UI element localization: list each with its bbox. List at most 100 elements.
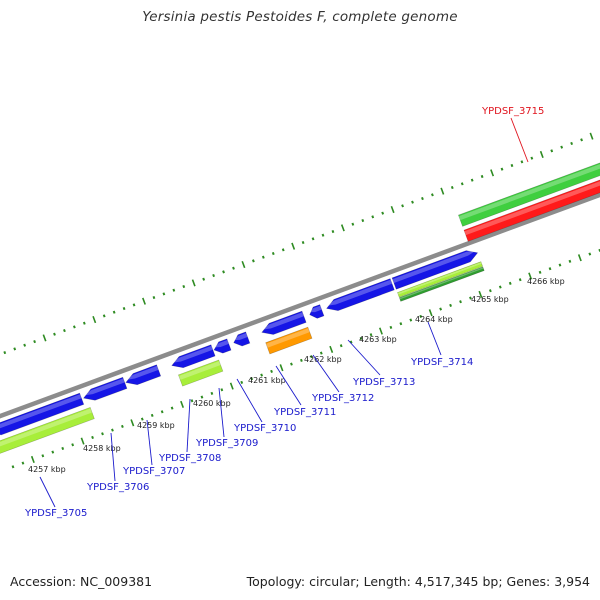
cds-arrow-3708[interactable] <box>171 344 216 369</box>
tick-mark <box>240 380 244 384</box>
feature-orange-3711[interactable] <box>265 326 313 355</box>
tick-mark <box>449 303 452 307</box>
tick-mark <box>202 277 206 281</box>
tick-mark <box>21 461 25 465</box>
cds-arrow-3707[interactable] <box>125 364 162 386</box>
cds-arrow-3707-highlight <box>124 365 159 381</box>
tick-mark <box>121 424 124 429</box>
cds-arrow-3712[interactable] <box>309 304 325 319</box>
cds-arrow-3708-highlight <box>170 345 213 364</box>
tick-mark <box>577 254 582 262</box>
tick-mark <box>190 399 194 403</box>
tick-mark <box>180 400 185 408</box>
cds-arrow-3706[interactable] <box>83 376 128 401</box>
tick-mark <box>550 149 554 153</box>
tick-mark <box>530 156 534 160</box>
tick-mark <box>71 443 75 447</box>
scale-label-4262: 4262 kbp <box>304 355 342 364</box>
tick-mark <box>30 455 35 464</box>
tick-marks-upper <box>3 132 594 355</box>
leader-line-3712 <box>312 354 340 393</box>
gene-label-3714[interactable]: YPDSF_3714 <box>410 357 473 368</box>
tick-mark <box>182 284 186 289</box>
tick-mark <box>440 187 445 195</box>
tick-marks-lower <box>11 248 600 469</box>
rna-track-3714a-highlight <box>397 262 482 295</box>
tick-mark <box>409 318 413 322</box>
tick-mark <box>91 435 94 440</box>
tick-mark <box>23 343 27 347</box>
rna-track-3708[interactable] <box>178 359 224 387</box>
tick-mark <box>469 296 472 300</box>
tick-mark <box>212 273 215 278</box>
gene-label-3713[interactable]: YPDSF_3713 <box>352 377 415 388</box>
tick-mark <box>162 292 166 296</box>
rna-track-3715-red[interactable] <box>463 163 600 242</box>
tick-mark <box>558 263 562 267</box>
rna-track-3714a[interactable] <box>397 261 484 298</box>
tick-mark <box>500 167 504 171</box>
tick-mark <box>140 417 144 421</box>
tick-mark <box>33 340 36 344</box>
scale-label-4263: 4263 kbp <box>359 335 397 344</box>
accession-text: Accession: NC_009381 <box>10 574 153 589</box>
tick-mark <box>390 205 395 214</box>
tick-mark <box>150 413 154 417</box>
gene-label-3705[interactable]: YPDSF_3705 <box>24 508 87 519</box>
cds-arrow-3709[interactable] <box>213 338 232 354</box>
tick-mark <box>61 446 65 451</box>
tick-mark <box>321 233 325 237</box>
tick-mark <box>101 432 104 436</box>
tick-mark <box>220 388 224 392</box>
tick-mark <box>232 266 235 270</box>
tick-mark <box>470 178 474 182</box>
tick-mark <box>72 325 76 329</box>
cds-arrow-3705[interactable] <box>0 392 85 436</box>
tick-mark <box>439 307 443 311</box>
rna-track-3714b-highlight <box>399 267 484 300</box>
rna-track-3705[interactable] <box>0 407 95 454</box>
tick-mark <box>478 290 483 298</box>
gene-label-3715[interactable]: YPDSF_3715 <box>481 106 544 117</box>
scale-label-4260: 4260 kbp <box>193 399 231 408</box>
leader-line-3710 <box>236 378 263 423</box>
gene-label-3711[interactable]: YPDSF_3711 <box>273 407 336 418</box>
gene-label-3710[interactable]: YPDSF_3710 <box>233 423 296 434</box>
tick-mark <box>241 260 246 269</box>
map-title: Yersinia pestis Pestoides F, complete ge… <box>142 9 458 25</box>
scale-label-4266: 4266 kbp <box>527 277 565 286</box>
genome-backbone <box>0 192 600 419</box>
tick-mark <box>459 300 462 304</box>
cds-arrow-3712-highlight <box>308 305 322 313</box>
tick-mark <box>361 218 365 223</box>
tick-mark <box>11 465 15 469</box>
tick-mark <box>250 377 254 381</box>
gene-label-3709[interactable]: YPDSF_3709 <box>195 438 258 449</box>
tick-mark <box>460 182 464 186</box>
genome-summary-text: Topology: circular; Length: 4,517,345 bp… <box>246 574 590 589</box>
cds-arrow-3711[interactable] <box>261 310 307 335</box>
tick-mark <box>279 364 284 372</box>
tick-mark <box>560 145 564 149</box>
gene-label-3707[interactable]: YPDSF_3707 <box>122 466 185 477</box>
tick-mark <box>339 344 343 348</box>
tick-mark <box>580 138 583 142</box>
cds-arrow-3714[interactable] <box>391 250 479 290</box>
gene-label-3708[interactable]: YPDSF_3708 <box>158 453 221 464</box>
tick-mark <box>122 306 126 311</box>
cds-arrow-3713[interactable] <box>326 278 395 311</box>
gene-label-3706[interactable]: YPDSF_3706 <box>86 482 149 493</box>
tick-mark <box>539 150 544 159</box>
gene-label-3712[interactable]: YPDSF_3712 <box>311 393 374 404</box>
tick-mark <box>152 295 156 300</box>
cds-arrow-3710[interactable] <box>233 331 251 347</box>
tick-mark <box>450 185 454 190</box>
tick-mark <box>389 325 393 329</box>
tick-mark <box>510 163 514 168</box>
rna-track-3714b[interactable] <box>398 266 485 302</box>
tick-mark <box>291 242 296 250</box>
tick-mark <box>51 450 55 454</box>
rna-track-3715-green[interactable] <box>458 148 600 227</box>
rna-track-3715-red-highlight <box>464 181 600 236</box>
tick-mark <box>82 321 86 325</box>
